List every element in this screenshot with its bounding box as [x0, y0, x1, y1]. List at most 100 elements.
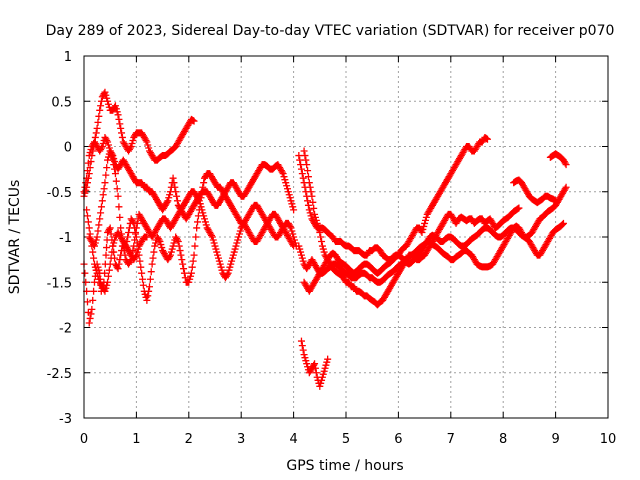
data-point [305, 179, 313, 187]
data-point [193, 224, 201, 232]
data-point [180, 265, 188, 273]
data-point [234, 236, 242, 244]
data-point [97, 203, 105, 211]
data-point [166, 191, 174, 199]
data-point [192, 233, 200, 241]
data-point [283, 185, 291, 193]
data-point [515, 204, 523, 212]
data-point [90, 260, 98, 268]
data-point [212, 245, 220, 253]
data-point [421, 219, 429, 227]
data-point [104, 138, 112, 146]
data-point [144, 141, 152, 149]
y-tick-label: -2 [59, 322, 72, 337]
data-point [139, 275, 147, 283]
data-point [86, 314, 94, 322]
y-tick-label: -2.5 [47, 367, 72, 382]
data-point [299, 346, 307, 354]
data-point [112, 177, 120, 185]
data-point [289, 241, 297, 249]
data-point [139, 281, 147, 289]
data-point [93, 233, 101, 241]
data-point [296, 245, 304, 253]
data-point [225, 266, 233, 274]
data-point [223, 271, 231, 279]
data-point [104, 97, 112, 105]
data-point [281, 176, 289, 184]
data-point [106, 260, 114, 268]
data-point [310, 204, 318, 212]
data-point [282, 179, 290, 187]
data-point [95, 112, 103, 120]
data-point [97, 144, 105, 152]
data-point [102, 284, 110, 292]
data-point [142, 136, 150, 144]
data-point [90, 254, 98, 262]
data-point [218, 266, 226, 274]
data-point [99, 139, 107, 147]
data-point [148, 260, 156, 268]
data-point [297, 251, 305, 259]
data-point [324, 355, 332, 363]
data-point [191, 242, 199, 250]
data-point [311, 213, 319, 221]
data-point [108, 153, 116, 161]
data-point [280, 173, 288, 181]
data-point [125, 228, 133, 236]
data-point [170, 179, 178, 187]
data-point [316, 382, 324, 390]
series-track-E [83, 206, 151, 295]
data-point [126, 144, 134, 152]
data-point [167, 248, 175, 256]
data-point [112, 105, 120, 113]
data-point [187, 269, 195, 277]
data-point [233, 239, 241, 247]
data-point [298, 254, 306, 262]
data-point [552, 197, 560, 205]
data-point [87, 146, 95, 154]
data-point [86, 230, 94, 238]
data-point [84, 159, 92, 167]
data-point [107, 150, 115, 158]
data-point [147, 268, 155, 276]
series-track-B [80, 88, 198, 200]
data-point [157, 241, 165, 249]
data-point [133, 248, 141, 256]
data-point [165, 194, 173, 202]
data-point [118, 133, 126, 141]
data-point [297, 337, 305, 345]
data-point [319, 245, 327, 253]
data-point [216, 260, 224, 268]
data-point [175, 242, 183, 250]
data-point [421, 216, 429, 224]
data-point [229, 251, 237, 259]
data-point [116, 120, 124, 128]
data-point [306, 183, 314, 191]
data-point [89, 296, 97, 304]
data-point [110, 161, 118, 169]
data-point [163, 198, 171, 206]
x-tick-label: 7 [447, 432, 455, 447]
series-track-K [546, 150, 570, 169]
data-point [315, 225, 323, 233]
x-axis-ticks: 0 1 2 3 4 5 6 7 8 9 10 [80, 56, 616, 447]
data-point [132, 224, 140, 232]
data-point [92, 129, 100, 137]
data-point [189, 257, 197, 265]
series-track-C [80, 133, 298, 223]
data-point [208, 231, 216, 239]
data-point [86, 149, 94, 157]
data-point [81, 269, 89, 277]
data-point [196, 200, 204, 208]
data-point [131, 236, 139, 244]
data-point [181, 274, 189, 282]
data-point [100, 185, 108, 193]
data-point [185, 278, 193, 286]
data-point [195, 197, 203, 205]
data-point [85, 319, 93, 327]
data-point [92, 266, 100, 274]
data-point [299, 174, 307, 182]
data-point [110, 239, 118, 247]
data-point [101, 88, 109, 96]
